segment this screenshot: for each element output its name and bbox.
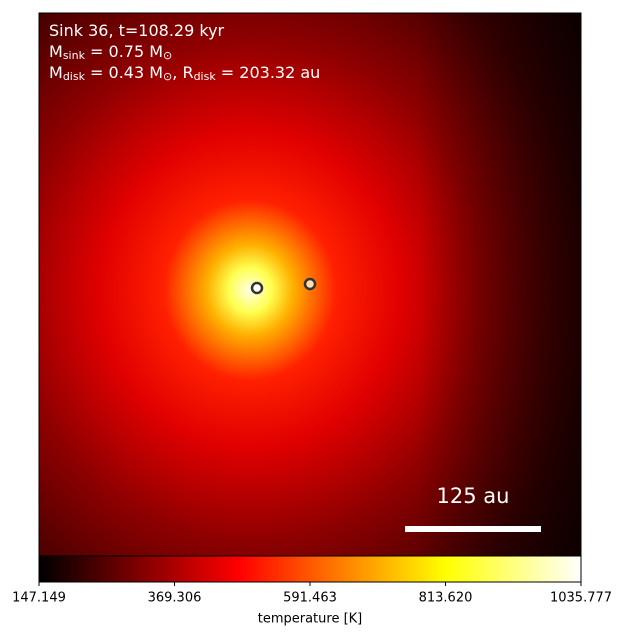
annotation-part: sink — [63, 49, 86, 62]
annotation: Sink 36, t=108.29 kyr — [49, 21, 225, 40]
tick-label: 1035.777 — [550, 591, 612, 606]
annotation-part: M — [49, 42, 63, 61]
annotation-part: = 203.32 au — [216, 63, 321, 82]
colorbar-label: temperature [K] — [258, 612, 363, 627]
annotation-part: = 0.43 M — [85, 63, 163, 82]
annotation: Msink = 0.75 M⊙ — [49, 42, 172, 63]
annotation-part: ⊙ — [163, 49, 172, 62]
annotation-part: , R — [172, 63, 193, 82]
sink-marker — [303, 277, 317, 291]
tick-label: 591.463 — [283, 591, 337, 606]
annotation-part: = 0.75 M — [85, 42, 163, 61]
tick-label: 813.620 — [419, 591, 473, 606]
scale-bar — [405, 526, 541, 532]
annotation: Mdisk = 0.43 M⊙, Rdisk = 203.32 au — [49, 63, 320, 84]
tick-label: 147.149 — [12, 591, 66, 606]
annotation-part: M — [49, 63, 63, 82]
annotation-part: Sink 36, t=108.29 kyr — [49, 21, 225, 40]
colorbar — [38, 555, 582, 583]
tick-label: 369.306 — [148, 591, 202, 606]
annotation-part: disk — [63, 70, 86, 83]
annotation-part: ⊙ — [163, 70, 172, 83]
scale-bar-label: 125 au — [437, 484, 510, 508]
sink-marker — [250, 281, 264, 295]
annotation-part: disk — [194, 70, 217, 83]
